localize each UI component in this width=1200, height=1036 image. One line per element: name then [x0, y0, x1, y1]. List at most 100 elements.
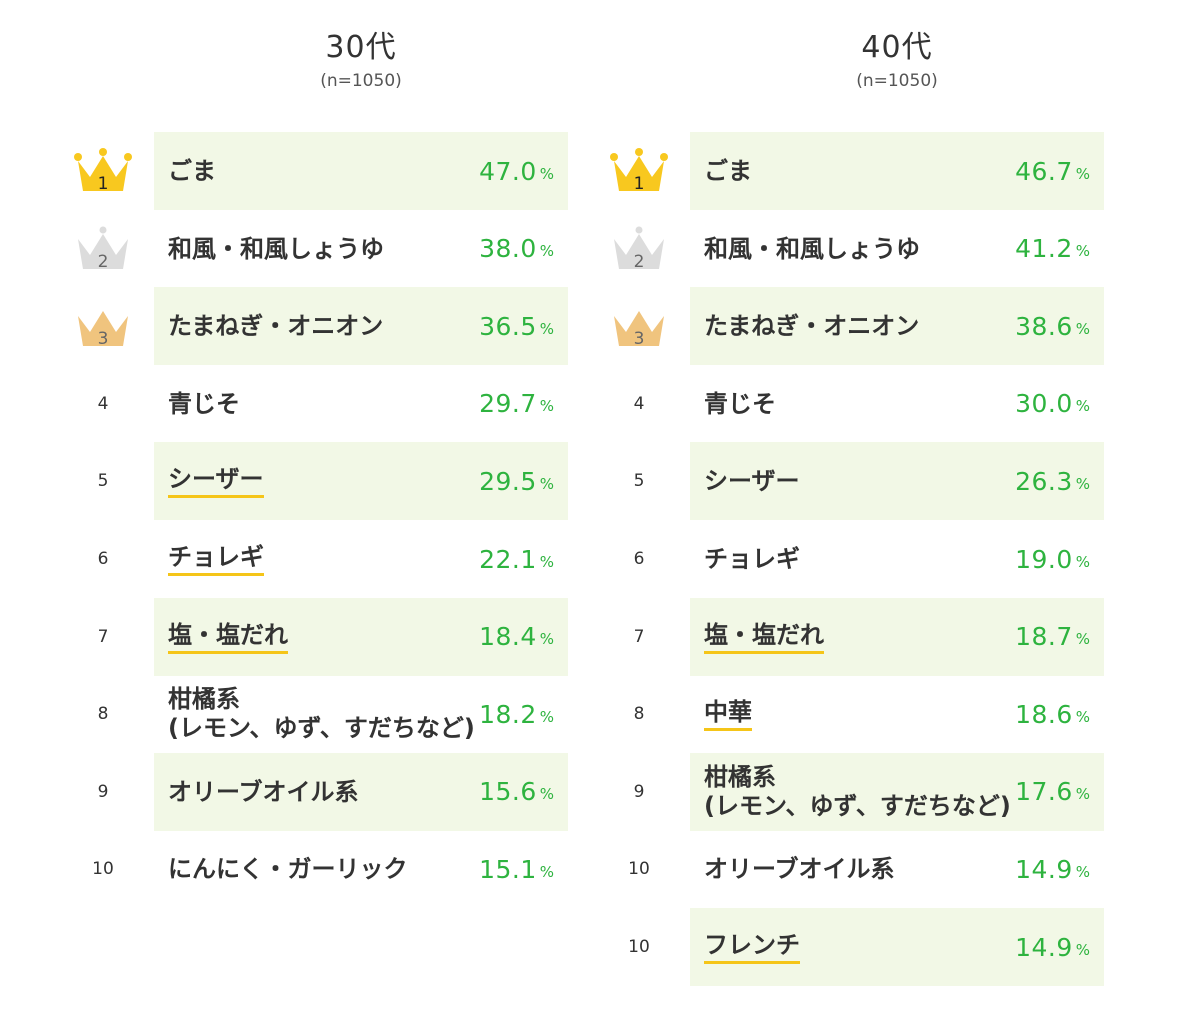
item-label-text: 和風・和風しょうゆ — [168, 234, 384, 263]
value-number: 29.5 — [479, 466, 537, 496]
item-label: たまねぎ・オニオン — [168, 287, 478, 365]
panel-30s: 30代 (n=1050) 1 ごま 47.0% 2 和風・和風しょうゆ 38.0% 3 たまね… — [70, 0, 570, 1036]
bronze-crown-icon: 3 — [608, 302, 670, 350]
svg-text:1: 1 — [634, 174, 645, 194]
svg-text:1: 1 — [98, 174, 109, 194]
item-label-text: チョレギ — [704, 545, 800, 573]
item-label: シーザー — [704, 442, 1014, 520]
svg-text:3: 3 — [634, 329, 645, 349]
value-number: 15.1 — [479, 854, 537, 884]
item-label: ごま — [168, 132, 478, 210]
ranking-row: 5 シーザー 29.5% — [70, 442, 570, 521]
item-value: 18.7% — [1015, 598, 1090, 676]
rank-cell: 7 — [606, 598, 672, 676]
ranking-row: 8 中華 18.6% — [606, 675, 1106, 753]
ranking-row: 10 にんにく・ガーリック 15.1% — [70, 830, 570, 908]
value-number: 14.9 — [1015, 932, 1073, 962]
rank-cell: 8 — [606, 675, 672, 753]
item-value: 36.5% — [479, 287, 554, 365]
item-label-text: 青じそ — [704, 389, 776, 418]
value-number: 18.7 — [1015, 622, 1073, 652]
item-label: 和風・和風しょうゆ — [168, 210, 478, 288]
value-number: 17.6 — [1015, 777, 1073, 807]
item-label-text: 柑橘系 (レモン、ゆず、すだちなど) — [704, 762, 1011, 820]
percent-unit: % — [539, 630, 554, 649]
rank-cell: 7 — [70, 598, 136, 676]
rank-cell: 6 — [70, 520, 136, 598]
item-value: 46.7% — [1015, 132, 1090, 210]
percent-unit: % — [539, 164, 554, 183]
rank-cell: 6 — [606, 520, 672, 598]
ranking-row: 7 塩・塩だれ 18.4% — [70, 597, 570, 676]
svg-text:2: 2 — [634, 252, 645, 272]
item-label-text: たまねぎ・オニオン — [168, 312, 384, 341]
percent-unit: % — [539, 474, 554, 493]
item-label: オリーブオイル系 — [168, 753, 478, 831]
item-label-text: 塩・塩だれ — [704, 620, 824, 654]
rank-cell: 3 — [606, 287, 672, 365]
item-label-text: ごま — [168, 157, 216, 185]
item-label-text: シーザー — [168, 464, 264, 499]
panel-title: 40代 — [861, 30, 933, 65]
rank-number: 9 — [633, 781, 645, 802]
percent-unit: % — [1075, 630, 1090, 649]
rank-cell: 2 — [70, 210, 136, 288]
percent-unit: % — [1075, 552, 1090, 571]
item-value: 18.2% — [479, 675, 554, 753]
ranking-row: 7 塩・塩だれ 18.7% — [606, 597, 1106, 676]
rank-cell: 4 — [606, 365, 672, 443]
item-value: 22.1% — [479, 520, 554, 598]
item-label-text: フレンチ — [704, 930, 800, 964]
rank-cell: 10 — [606, 830, 672, 908]
row-band — [690, 132, 1104, 210]
rank-number: 6 — [633, 549, 645, 569]
rank-number: 10 — [628, 859, 650, 880]
item-label: チョレギ — [168, 520, 478, 598]
ranking-row: 3 たまねぎ・オニオン 38.6% — [606, 287, 1106, 366]
item-value: 47.0% — [479, 132, 554, 210]
item-label: 青じそ — [704, 365, 1014, 443]
ranking-row: 10 オリーブオイル系 14.9% — [606, 830, 1106, 908]
rank-number: 8 — [97, 704, 109, 725]
panel-title: 30代 — [325, 30, 397, 65]
row-band — [690, 597, 1104, 676]
percent-unit: % — [539, 242, 554, 261]
row-band — [154, 442, 568, 521]
item-value: 19.0% — [1015, 520, 1090, 598]
item-value: 29.7% — [479, 365, 554, 443]
svg-text:3: 3 — [98, 329, 109, 349]
item-label: 塩・塩だれ — [704, 598, 1014, 676]
ranking-row: 8 柑橘系 (レモン、ゆず、すだちなど) 18.2% — [70, 675, 570, 753]
value-number: 19.0 — [1015, 544, 1073, 574]
value-number: 18.6 — [1015, 699, 1073, 729]
item-label-text: ごま — [704, 157, 752, 185]
value-number: 38.0 — [479, 234, 537, 264]
value-number: 26.3 — [1015, 466, 1073, 496]
item-value: 38.6% — [1015, 287, 1090, 365]
value-number: 30.0 — [1015, 389, 1073, 419]
rank-cell: 10 — [606, 908, 672, 986]
percent-unit: % — [539, 707, 554, 726]
item-label: ごま — [704, 132, 1014, 210]
item-label-text: たまねぎ・オニオン — [704, 312, 920, 341]
silver-crown-icon: 2 — [608, 225, 670, 273]
item-label-text: オリーブオイル系 — [704, 855, 895, 884]
percent-unit: % — [539, 785, 554, 804]
item-label-text: 中華 — [704, 697, 752, 732]
rank-number: 5 — [633, 471, 645, 492]
item-value: 15.1% — [479, 830, 554, 908]
sample-size: (n=1050) — [856, 71, 938, 91]
percent-unit: % — [1075, 785, 1090, 804]
ranking-row: 6 チョレギ 22.1% — [70, 520, 570, 598]
ranking-row: 4 青じそ 29.7% — [70, 365, 570, 443]
rank-cell: 5 — [606, 442, 672, 520]
percent-unit: % — [1075, 940, 1090, 959]
percent-unit: % — [1075, 319, 1090, 338]
rank-number: 6 — [97, 549, 109, 569]
value-number: 14.9 — [1015, 854, 1073, 884]
row-band — [690, 908, 1104, 986]
rank-number: 10 — [628, 937, 650, 957]
item-label: 柑橘系 (レモン、ゆず、すだちなど) — [168, 675, 478, 753]
rank-cell: 4 — [70, 365, 136, 443]
gold-crown-icon: 1 — [72, 147, 134, 195]
